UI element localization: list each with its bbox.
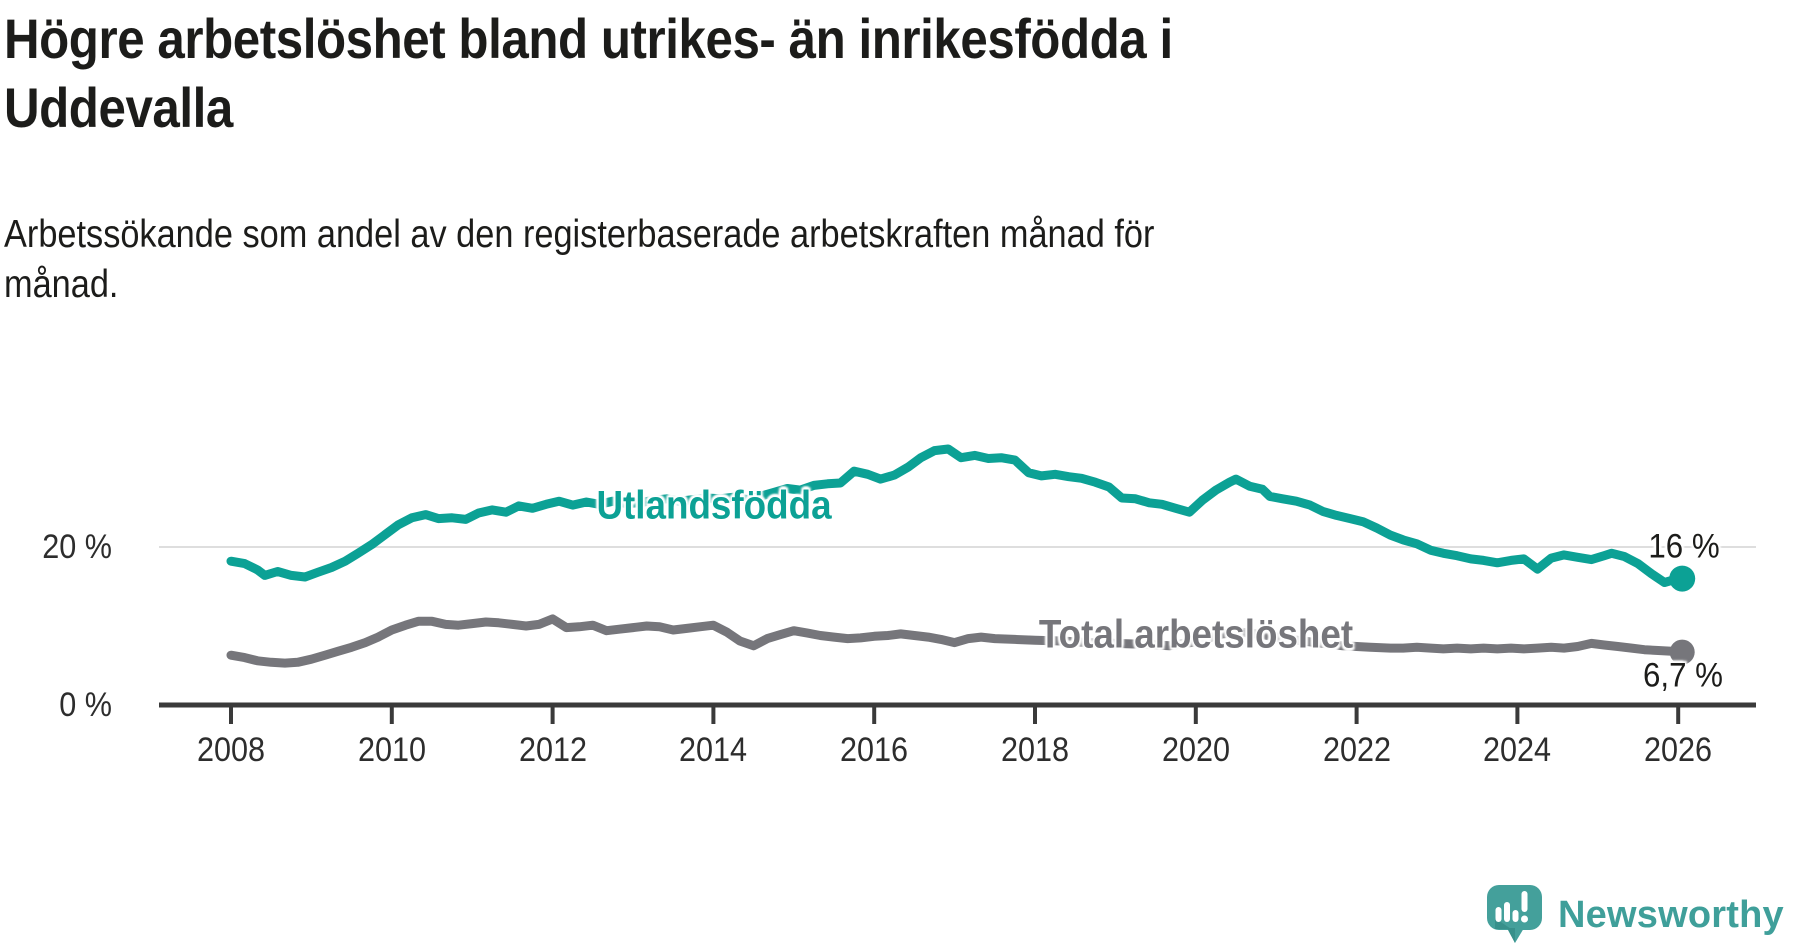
- newsworthy-logo-icon: [1487, 885, 1542, 943]
- chart-subtitle-line-1: Arbetssökande som andel av den registerb…: [4, 213, 1155, 256]
- series-label-total-arbetsloshet: Total arbetslöshet: [1038, 612, 1354, 657]
- utlandsfodda-line: [226, 444, 1683, 587]
- utlandsfodda-end-dot: [1669, 565, 1696, 592]
- chart-subtitle-line-2: månad.: [4, 262, 119, 306]
- x-axis-label: 2022: [1322, 731, 1391, 769]
- chart-subtitle: Arbetssökande som andel av den registerb…: [4, 210, 1154, 310]
- x-axis-label: 2026: [1644, 731, 1713, 769]
- x-axis-label: 2014: [679, 731, 748, 769]
- x-axis-label: 2018: [1000, 731, 1070, 769]
- x-axis-label: 2008: [196, 731, 266, 769]
- series-label-utlandsfodda: Utlandsfödda: [596, 483, 832, 528]
- x-axis-label: 2010: [357, 731, 426, 769]
- chart-title-line-1: Högre arbetslöshet bland utrikes- än inr…: [4, 7, 1173, 70]
- x-axis-label: 2016: [840, 731, 909, 769]
- x-axis-label: 2020: [1161, 731, 1230, 769]
- y-axis-label-20: 20 %: [42, 528, 113, 566]
- x-axis-label: 2024: [1483, 731, 1552, 769]
- chart-title-line-2: Uddevalla: [4, 76, 233, 140]
- end-value-label-utlandsfodda: 16 %: [1648, 527, 1720, 566]
- y-axis-label-0: 0 %: [59, 686, 112, 724]
- total-end-dot: [1669, 639, 1695, 665]
- x-axis-label: 2012: [518, 731, 587, 769]
- chart-title: Högre arbetslöshet bland utrikes- än inr…: [4, 4, 1173, 143]
- newsworthy-branding: Newsworthy: [1486, 884, 1784, 946]
- total-arbetsloshet-line: [226, 614, 1683, 668]
- x-axis-ticks: [229, 707, 1681, 724]
- end-value-label-total: 6,7 %: [1643, 656, 1723, 695]
- newsworthy-wordmark: Newsworthy: [1558, 894, 1784, 936]
